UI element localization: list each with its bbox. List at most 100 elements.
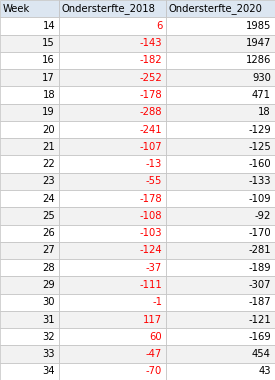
- Bar: [0, 69, 59, 86]
- Bar: [166, 207, 275, 225]
- Bar: [59, 69, 166, 86]
- Bar: [166, 17, 275, 35]
- Text: Week: Week: [2, 4, 29, 14]
- Bar: [0, 173, 59, 190]
- Bar: [166, 345, 275, 363]
- Bar: [59, 155, 166, 173]
- Bar: [59, 207, 166, 225]
- Text: -121: -121: [248, 315, 271, 325]
- Text: 6: 6: [156, 21, 162, 31]
- Text: -1: -1: [152, 297, 162, 307]
- Text: -108: -108: [140, 211, 162, 221]
- Bar: [166, 35, 275, 52]
- Text: -241: -241: [140, 125, 162, 135]
- Bar: [166, 52, 275, 69]
- Text: 21: 21: [42, 142, 55, 152]
- Text: -70: -70: [146, 366, 162, 376]
- Text: -178: -178: [140, 90, 162, 100]
- Text: 1947: 1947: [246, 38, 271, 48]
- Text: -182: -182: [140, 55, 162, 65]
- Bar: [0, 311, 59, 328]
- Text: 43: 43: [258, 366, 271, 376]
- Text: 28: 28: [42, 263, 55, 273]
- Bar: [59, 225, 166, 242]
- Text: -47: -47: [146, 349, 162, 359]
- Text: 32: 32: [42, 332, 55, 342]
- Text: 15: 15: [42, 38, 55, 48]
- Text: 22: 22: [42, 159, 55, 169]
- Text: 24: 24: [42, 194, 55, 204]
- Text: -288: -288: [140, 107, 162, 117]
- Text: -189: -189: [248, 263, 271, 273]
- Text: -55: -55: [146, 176, 162, 186]
- Text: 19: 19: [42, 107, 55, 117]
- Text: 1985: 1985: [246, 21, 271, 31]
- Text: -307: -307: [248, 280, 271, 290]
- Bar: [166, 0, 275, 17]
- Bar: [59, 190, 166, 207]
- Text: -129: -129: [248, 125, 271, 135]
- Bar: [166, 276, 275, 294]
- Bar: [166, 225, 275, 242]
- Text: 1286: 1286: [246, 55, 271, 65]
- Bar: [59, 121, 166, 138]
- Bar: [0, 17, 59, 35]
- Bar: [166, 190, 275, 207]
- Bar: [59, 17, 166, 35]
- Text: 471: 471: [252, 90, 271, 100]
- Text: -13: -13: [146, 159, 162, 169]
- Bar: [166, 104, 275, 121]
- Text: -92: -92: [254, 211, 271, 221]
- Bar: [166, 242, 275, 259]
- Text: 23: 23: [42, 176, 55, 186]
- Bar: [166, 259, 275, 276]
- Text: 20: 20: [42, 125, 55, 135]
- Text: 31: 31: [42, 315, 55, 325]
- Bar: [59, 328, 166, 345]
- Bar: [59, 363, 166, 380]
- Text: -107: -107: [140, 142, 162, 152]
- Bar: [0, 35, 59, 52]
- Bar: [0, 294, 59, 311]
- Text: 18: 18: [42, 90, 55, 100]
- Text: 60: 60: [150, 332, 162, 342]
- Bar: [0, 190, 59, 207]
- Text: -109: -109: [248, 194, 271, 204]
- Bar: [166, 138, 275, 155]
- Bar: [0, 345, 59, 363]
- Bar: [59, 35, 166, 52]
- Text: -143: -143: [140, 38, 162, 48]
- Bar: [59, 345, 166, 363]
- Bar: [59, 276, 166, 294]
- Text: -103: -103: [140, 228, 162, 238]
- Text: 30: 30: [43, 297, 55, 307]
- Bar: [0, 52, 59, 69]
- Bar: [59, 52, 166, 69]
- Text: -124: -124: [140, 245, 162, 255]
- Bar: [59, 173, 166, 190]
- Bar: [59, 294, 166, 311]
- Text: -133: -133: [248, 176, 271, 186]
- Bar: [0, 259, 59, 276]
- Bar: [0, 225, 59, 242]
- Bar: [166, 69, 275, 86]
- Text: 18: 18: [258, 107, 271, 117]
- Bar: [59, 0, 166, 17]
- Bar: [166, 294, 275, 311]
- Text: 16: 16: [42, 55, 55, 65]
- Bar: [0, 0, 59, 17]
- Bar: [0, 328, 59, 345]
- Bar: [166, 86, 275, 104]
- Bar: [0, 86, 59, 104]
- Bar: [59, 242, 166, 259]
- Bar: [166, 311, 275, 328]
- Bar: [0, 207, 59, 225]
- Text: -170: -170: [248, 228, 271, 238]
- Text: 27: 27: [42, 245, 55, 255]
- Text: -37: -37: [146, 263, 162, 273]
- Text: 17: 17: [42, 73, 55, 83]
- Bar: [59, 259, 166, 276]
- Text: 29: 29: [42, 280, 55, 290]
- Text: 33: 33: [43, 349, 55, 359]
- Bar: [0, 363, 59, 380]
